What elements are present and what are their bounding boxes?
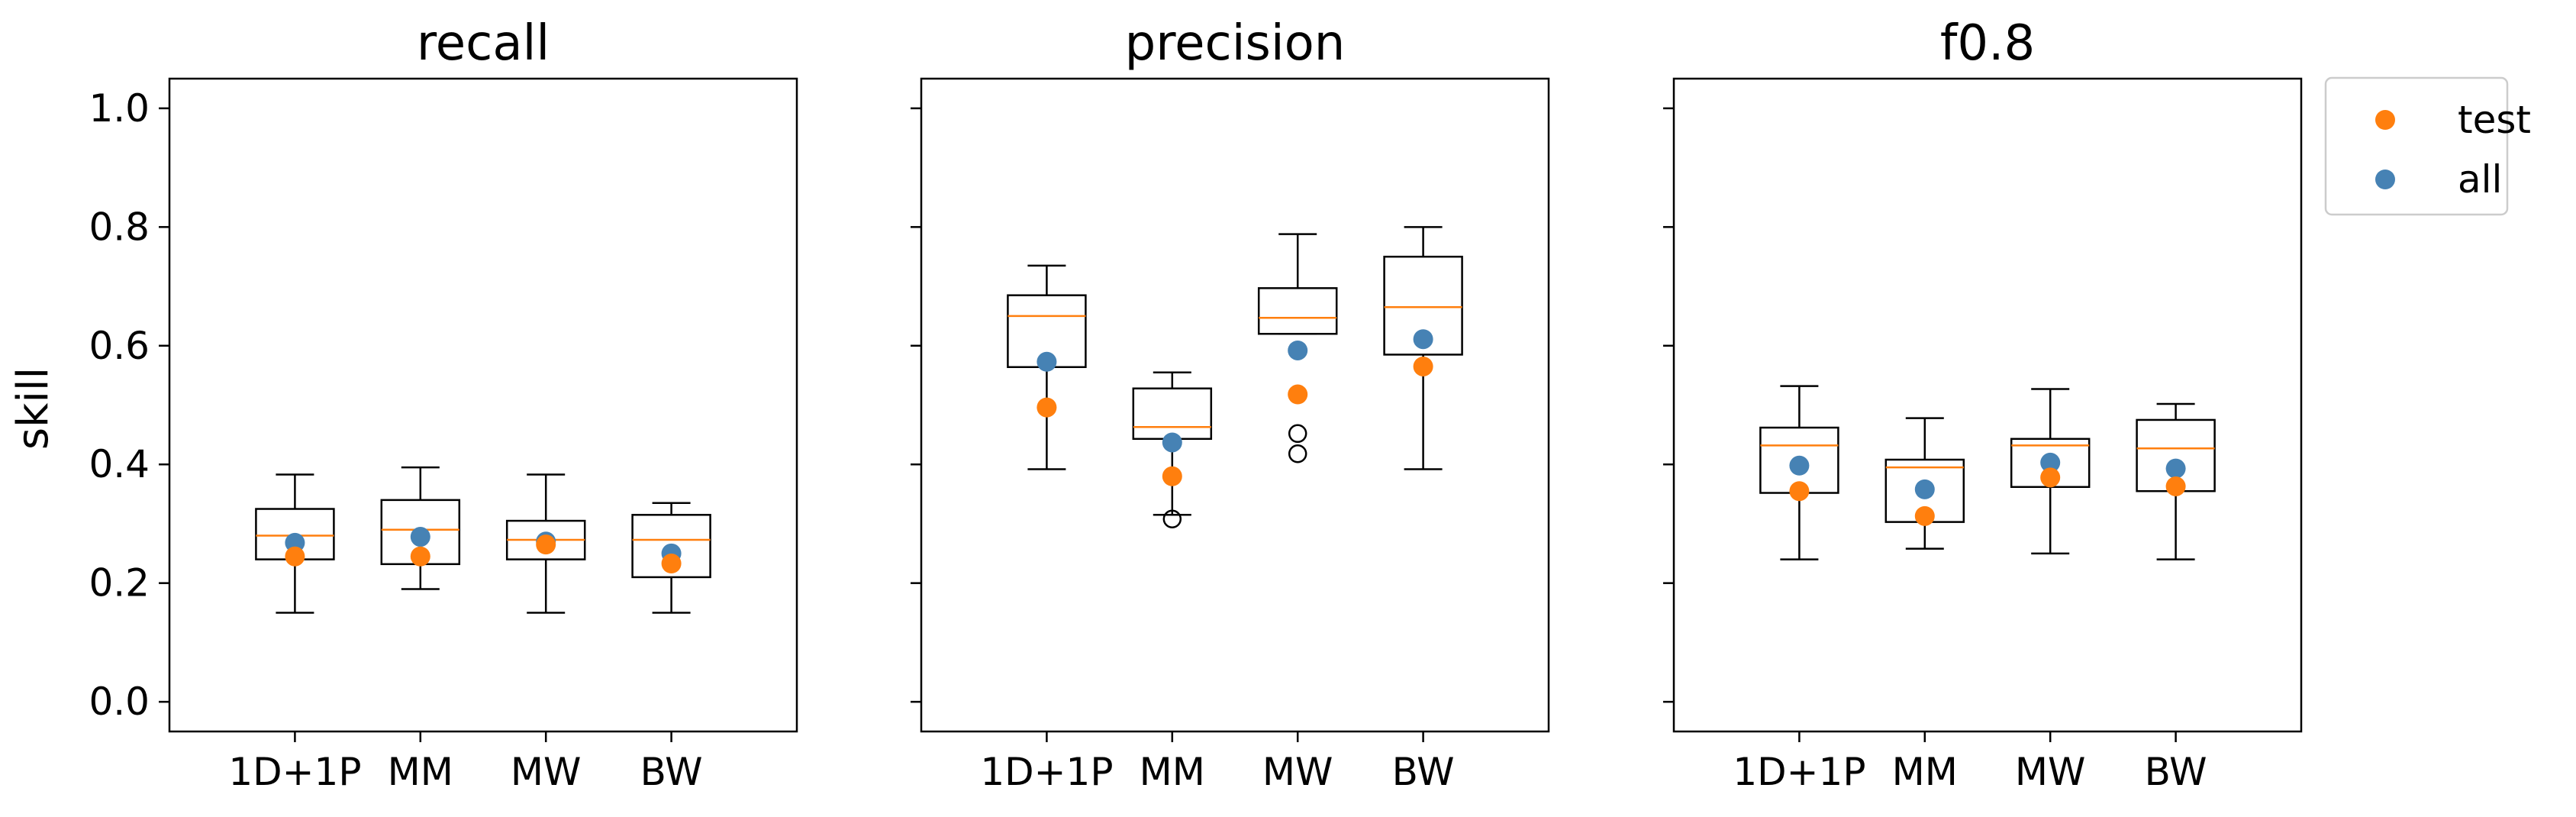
axes-frame: [920, 77, 1550, 733]
y-tick-label: 0.8: [89, 205, 150, 249]
point-test: [1162, 466, 1182, 486]
box-MW: [505, 473, 586, 614]
point-test: [1789, 481, 1810, 502]
iqr-box: [631, 514, 711, 579]
legend-entry-all: all: [2375, 157, 2502, 202]
box-BW: [1383, 226, 1463, 470]
box-1D+1P: [1007, 264, 1087, 470]
x-tick-label: 1D+1P: [980, 750, 1113, 794]
point-test: [2040, 467, 2061, 488]
box-1D+1P: [1759, 385, 1839, 560]
panel-2: f0.8 1D+1P MM MW BW: [1663, 15, 2303, 794]
point-test: [1413, 356, 1433, 376]
y-axis-label: skill: [8, 367, 58, 450]
legend-box: [2324, 76, 2509, 216]
panel-0: recall 0.0 0.2 0.4 0.6 0.8 1.0 1D+1P MM MW BW: [89, 15, 798, 794]
panel-title: recall: [417, 15, 550, 72]
legend: test all: [2324, 76, 2531, 216]
point-all: [2165, 458, 2186, 479]
x-tick-label: 1D+1P: [1733, 750, 1865, 794]
box-MW: [2010, 388, 2091, 555]
point-all: [285, 532, 305, 553]
point-test: [1288, 384, 1308, 405]
y-tick-label: 0.2: [89, 561, 150, 605]
panel-1: precision 1D+1P MM MW BW: [911, 15, 1550, 794]
legend-marker: [2375, 110, 2395, 130]
y-tick-label: 0.6: [89, 324, 150, 368]
x-tick-label: BW: [1392, 750, 1455, 794]
point-all: [410, 527, 430, 547]
x-tick-label: BW: [640, 750, 703, 794]
outlier-point: [1162, 509, 1182, 528]
y-tick-label: 0.4: [89, 442, 150, 486]
panel-title: f0.8: [1940, 15, 2035, 72]
point-all: [1037, 351, 1057, 372]
x-tick-label: MM: [1140, 750, 1205, 794]
x-tick-label: 1D+1P: [228, 750, 361, 794]
iqr-box: [1257, 287, 1338, 335]
x-tick-label: MM: [1892, 750, 1958, 794]
x-tick-label: MW: [511, 750, 582, 794]
box-MM: [1884, 417, 1965, 550]
box-MM: [1132, 371, 1213, 528]
x-tick-label: MW: [2015, 750, 2086, 794]
iqr-box: [1383, 255, 1463, 356]
legend-label: all: [2458, 157, 2502, 202]
box-BW: [2136, 402, 2216, 560]
point-all: [1413, 329, 1433, 350]
legend-label: test: [2458, 98, 2531, 142]
box-MM: [380, 466, 461, 590]
point-test: [536, 534, 556, 555]
outlier-point: [1288, 424, 1307, 444]
x-tick-label: MM: [388, 750, 453, 794]
outlier-point: [1288, 444, 1307, 463]
point-test: [285, 546, 305, 567]
x-tick-label: BW: [2145, 750, 2207, 794]
point-test: [2165, 476, 2186, 496]
iqr-box: [1132, 387, 1213, 441]
point-all: [1914, 479, 1935, 499]
legend-marker: [2375, 170, 2395, 189]
point-test: [661, 554, 682, 574]
x-tick-label: MW: [1262, 750, 1333, 794]
point-test: [1037, 397, 1057, 418]
point-all: [1789, 455, 1810, 476]
box-BW: [631, 502, 711, 614]
axes-frame: [1672, 77, 2303, 733]
box-MW: [1257, 233, 1338, 463]
point-all: [1288, 340, 1308, 360]
point-all: [1162, 432, 1182, 453]
axes-frame: [168, 77, 798, 733]
point-test: [1914, 505, 1935, 526]
y-tick-label: 0.0: [89, 680, 150, 724]
legend-entry-test: test: [2375, 98, 2531, 142]
panel-title: precision: [1125, 15, 1346, 72]
point-test: [410, 546, 430, 567]
point-all: [2040, 452, 2061, 473]
y-tick-label: 1.0: [89, 86, 150, 131]
box-1D+1P: [255, 473, 335, 614]
